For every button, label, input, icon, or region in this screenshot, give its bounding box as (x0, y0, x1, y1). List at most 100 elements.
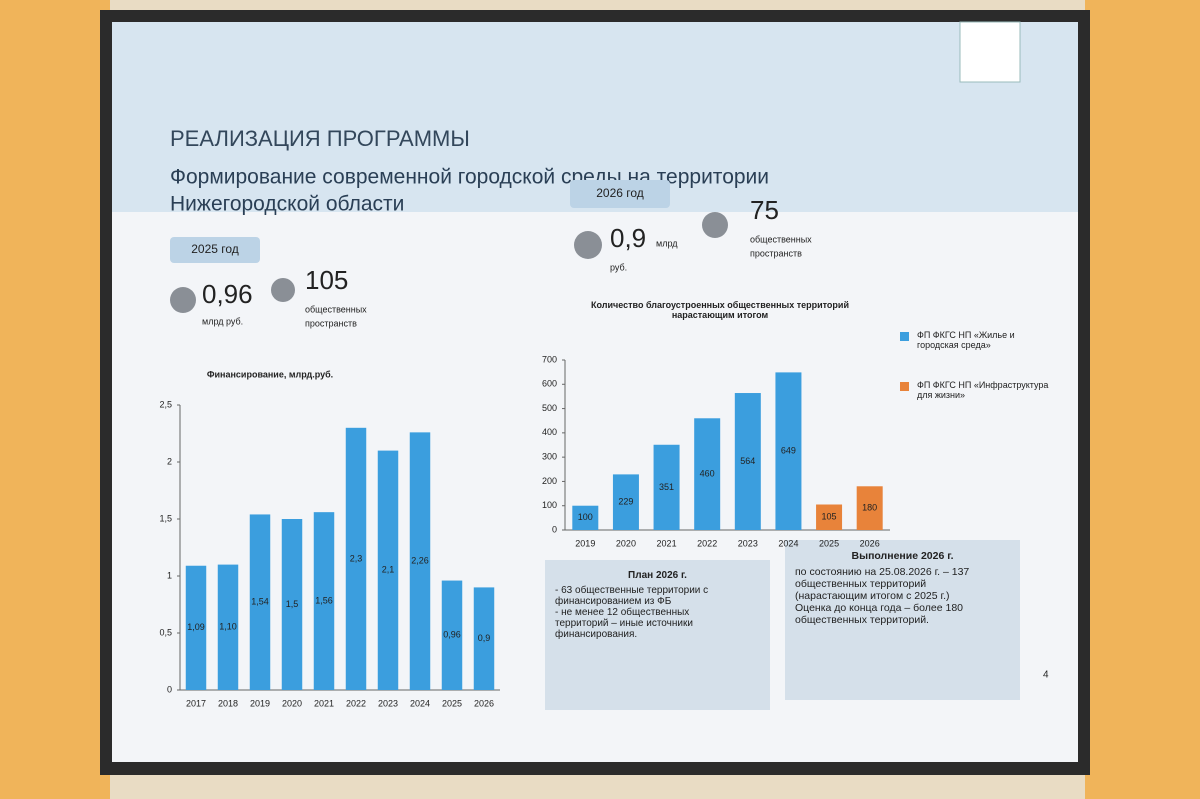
legend: ФП ФКГС НП «Жилье и городская среда» ФП Ф… (900, 330, 1050, 430)
legend-label: ФП ФКГС НП «Инфраструктура для жизни» (917, 380, 1049, 400)
year-badge (170, 237, 260, 263)
data-label: 2,3 (350, 553, 363, 563)
y-tick-label: 300 (542, 452, 557, 462)
x-tick-label: 2017 (186, 698, 206, 708)
text-line: Оценка до конца года – более 180 (795, 602, 963, 614)
plan-lines: - 63 общественные территории с финансиров… (555, 585, 760, 640)
bar (775, 372, 802, 530)
amount-unit: млрд (656, 238, 678, 248)
bar (217, 564, 239, 690)
data-label: 2,26 (411, 556, 429, 566)
coins-icon (170, 287, 196, 313)
count-label: общественных (305, 304, 367, 314)
text-line: финансирования. (555, 629, 638, 640)
y-tick-label: 2,5 (159, 399, 172, 409)
text-line: общественных территорий (795, 578, 927, 590)
text-line: - не менее 12 общественных (555, 607, 690, 618)
bar (694, 418, 721, 530)
text-line: общественных территорий. (795, 614, 929, 626)
bench-icon (702, 212, 728, 238)
y-tick-label: 700 (542, 354, 557, 364)
legend-swatch (900, 382, 909, 391)
bar (816, 504, 843, 530)
result: Выполнение 2026 г. по состоянию на 25.08… (795, 550, 1010, 626)
plan-box (545, 560, 770, 710)
amount: 0,9 (610, 223, 646, 253)
data-label: 564 (740, 456, 755, 466)
data-label: 105 (822, 512, 837, 522)
slide-subtitle: Нижегородской области (170, 193, 404, 216)
x-tick-label: 2025 (819, 538, 839, 548)
data-label: 0,96 (443, 630, 461, 640)
data-label: 1,09 (187, 622, 205, 632)
text-line: (нарастающим итогом с 2025 г.) (795, 590, 950, 602)
data-label: 0,9 (478, 633, 491, 643)
legend-swatch (900, 332, 909, 341)
data-label: 1,54 (251, 597, 269, 607)
text-line: территорий – иные источники (555, 618, 693, 629)
x-tick-label: 2020 (616, 538, 636, 548)
amount-unit: млрд руб. (202, 316, 243, 326)
data-label: 351 (659, 482, 674, 492)
data-label: 1,56 (315, 595, 333, 605)
legend-entry: ФП ФКГС НП «Инфраструктура для жизни» (900, 380, 1050, 400)
curtain-right (1085, 0, 1200, 799)
data-label: 229 (618, 497, 633, 507)
x-tick-label: 2021 (314, 698, 334, 708)
text-line: - 63 общественные территории с (555, 585, 709, 596)
y-tick-label: 600 (542, 379, 557, 389)
plan: План 2026 г. - 63 общественные территори… (555, 570, 760, 640)
bar (856, 486, 883, 530)
bar (734, 393, 761, 530)
data-label: 460 (700, 469, 715, 479)
chart-title: Количество благоустроенных общественных … (590, 300, 849, 320)
bar (185, 565, 207, 690)
x-tick-label: 2019 (250, 698, 270, 708)
data-label: 1,5 (286, 599, 299, 609)
x-tick-label: 2025 (442, 698, 462, 708)
bar (377, 450, 399, 690)
legend-label: ФП ФКГС НП «Жилье и городская среда» (917, 330, 1015, 350)
bar (653, 444, 680, 530)
chart-title: Финансирование, млрд.руб. (207, 369, 333, 379)
x-tick-label: 2018 (218, 698, 238, 708)
bar (249, 514, 271, 690)
x-tick-label: 2024 (410, 698, 430, 708)
page-number: 4 (1043, 670, 1049, 681)
data-label: 2,1 (382, 565, 395, 575)
year-label: 2025 год (191, 242, 239, 256)
coins-icon (574, 231, 602, 259)
bar (409, 432, 431, 690)
text-line: по состоянию на 25.08.2026 г. – 137 (795, 566, 970, 578)
x-tick-label: 2020 (282, 698, 302, 708)
y-tick-label: 0,5 (159, 627, 172, 637)
year-badge (570, 180, 670, 208)
year-label: 2026 год (596, 186, 644, 200)
count: 105 (305, 265, 348, 295)
x-tick-label: 2022 (346, 698, 366, 708)
x-tick-label: 2022 (697, 538, 717, 548)
y-tick-label: 100 (542, 500, 557, 510)
data-label: 180 (862, 503, 877, 513)
count-label: общественных (750, 234, 812, 244)
x-tick-label: 2023 (378, 698, 398, 708)
bar (612, 474, 639, 530)
legend-entry: ФП ФКГС НП «Жилье и городская среда» (900, 330, 1050, 350)
count-label: пространств (305, 318, 357, 328)
count-label: пространств (750, 248, 802, 258)
count: 75 (750, 195, 779, 225)
y-tick-label: 2 (167, 456, 172, 466)
data-label: 649 (781, 446, 796, 456)
y-tick-label: 500 (542, 403, 557, 413)
x-tick-label: 2026 (860, 538, 880, 548)
slide-title: РЕАЛИЗАЦИЯ ПРОГРАММЫ (170, 126, 470, 151)
result-lines: по состоянию на 25.08.2026 г. – 137 общес… (795, 566, 1010, 626)
plan-title: План 2026 г. (628, 570, 687, 581)
x-tick-label: 2026 (474, 698, 494, 708)
emblem (959, 21, 1021, 83)
x-tick-label: 2024 (778, 538, 798, 548)
text-line: финансированием из ФБ (555, 596, 672, 607)
bar (572, 505, 599, 530)
